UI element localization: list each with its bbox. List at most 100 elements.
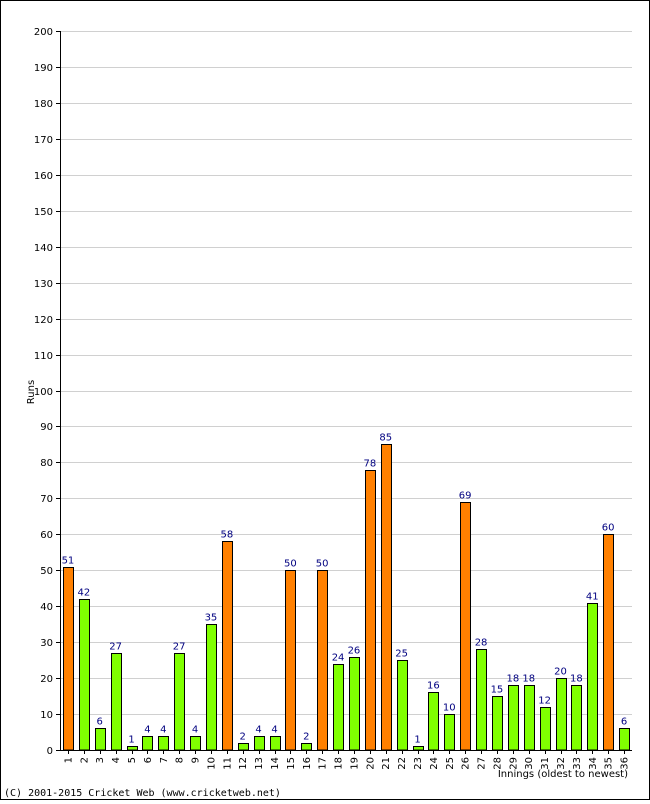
bar-value-label: 58 xyxy=(220,530,233,541)
x-tick-label: 10 xyxy=(206,757,217,770)
x-tick-label: 13 xyxy=(254,757,265,770)
x-tick-label: 15 xyxy=(286,757,297,770)
bar-value-label: 18 xyxy=(570,674,583,685)
bar xyxy=(190,736,201,751)
bar-value-label: 15 xyxy=(491,685,504,696)
x-tick-label: 7 xyxy=(159,757,170,763)
x-tick-label: 11 xyxy=(222,757,233,770)
x-tick-label: 12 xyxy=(238,757,249,770)
bar-value-label: 4 xyxy=(144,725,150,736)
bar xyxy=(476,649,487,751)
y-tick-label: 190 xyxy=(34,63,53,74)
y-tick-label: 80 xyxy=(40,458,53,469)
y-tick-label: 140 xyxy=(34,243,53,254)
bar-value-label: 25 xyxy=(395,649,408,660)
bar-value-label: 4 xyxy=(271,725,277,736)
bar xyxy=(158,736,169,751)
bar xyxy=(428,692,439,751)
bar-value-label: 27 xyxy=(173,642,186,653)
bar xyxy=(571,685,582,751)
y-tick-label: 90 xyxy=(40,422,53,433)
x-tick-label: 25 xyxy=(445,757,456,770)
x-tick-label: 34 xyxy=(588,757,599,770)
bar xyxy=(127,746,138,751)
bar-value-label: 2 xyxy=(240,732,246,743)
x-tick-label: 2 xyxy=(79,757,90,763)
bar-value-label: 1 xyxy=(414,735,420,746)
y-axis-title: Runs xyxy=(26,380,37,404)
y-tick-label: 150 xyxy=(34,207,53,218)
x-tick-label: 32 xyxy=(556,757,567,770)
x-tick-label: 29 xyxy=(508,757,519,770)
bar-value-label: 28 xyxy=(475,638,488,649)
bar xyxy=(79,599,90,751)
bar xyxy=(111,653,122,751)
bar xyxy=(270,736,281,751)
bar xyxy=(174,653,185,751)
bar-value-label: 50 xyxy=(284,559,297,570)
x-tick-label: 30 xyxy=(524,757,535,770)
y-tick-label: 10 xyxy=(40,710,53,721)
y-tick-label: 50 xyxy=(40,566,53,577)
copyright-text: (C) 2001-2015 Cricket Web (www.cricketwe… xyxy=(4,788,281,799)
bar xyxy=(524,685,535,751)
bar-value-label: 26 xyxy=(348,646,361,657)
bar xyxy=(540,707,551,751)
x-axis-ticks: 1 2 3 4 5 6 7 8 9 10 11 12 13 14 15 16 17 18 19 20 21 22 23 24 2… xyxy=(63,750,631,770)
y-tick-label: 20 xyxy=(40,674,53,685)
bar-value-label: 35 xyxy=(205,613,218,624)
bar-value-label: 51 xyxy=(62,556,75,567)
x-tick-label: 19 xyxy=(349,757,360,770)
gridlines xyxy=(60,31,632,751)
x-tick-label: 17 xyxy=(318,757,329,770)
bar-value-label: 18 xyxy=(506,674,519,685)
y-tick-label: 170 xyxy=(34,135,53,146)
x-tick-label: 26 xyxy=(461,757,472,770)
bar-value-label: 69 xyxy=(459,491,472,502)
y-tick-label: 70 xyxy=(40,494,53,505)
bar xyxy=(603,534,614,751)
bar-value-label: 27 xyxy=(109,642,122,653)
x-tick-label: 24 xyxy=(429,757,440,770)
x-tick-label: 27 xyxy=(477,757,488,770)
bar xyxy=(460,502,471,751)
x-tick-label: 22 xyxy=(397,757,408,770)
x-tick-label: 16 xyxy=(302,757,313,770)
bar xyxy=(317,570,328,751)
y-tick-label: 60 xyxy=(40,530,53,541)
bar-value-label: 41 xyxy=(586,592,599,603)
x-tick-label: 18 xyxy=(334,757,345,770)
x-tick-label: 23 xyxy=(413,757,424,770)
bar xyxy=(397,660,408,751)
bar xyxy=(365,470,376,751)
x-tick-label: 20 xyxy=(365,757,376,770)
bar xyxy=(413,746,424,751)
x-tick-label: 8 xyxy=(175,757,186,763)
bar xyxy=(95,728,106,751)
bar xyxy=(381,444,392,751)
x-tick-label: 3 xyxy=(95,757,106,763)
bar xyxy=(142,736,153,751)
bar xyxy=(556,678,567,751)
y-tick-label: 180 xyxy=(34,99,53,110)
bar xyxy=(619,728,630,751)
bar-value-label: 50 xyxy=(316,559,329,570)
bar xyxy=(333,664,344,751)
bar-value-label: 4 xyxy=(160,725,166,736)
bar xyxy=(492,696,503,751)
x-tick-label: 14 xyxy=(270,757,281,770)
bar-value-label: 6 xyxy=(621,717,627,728)
bar-value-label: 20 xyxy=(554,667,567,678)
x-tick-label: 36 xyxy=(620,757,631,770)
bar xyxy=(206,624,217,751)
y-tick-label: 130 xyxy=(34,279,53,290)
bar xyxy=(238,743,249,751)
bar-value-label: 10 xyxy=(443,703,456,714)
bar xyxy=(301,743,312,751)
x-tick-label: 35 xyxy=(604,757,615,770)
y-axis-ticks: 0 10 20 30 40 50 60 70 80 90 100 110 120 130 140 150 160… xyxy=(34,27,60,757)
bar xyxy=(63,567,74,751)
x-tick-label: 31 xyxy=(540,757,551,770)
bar xyxy=(254,736,265,751)
